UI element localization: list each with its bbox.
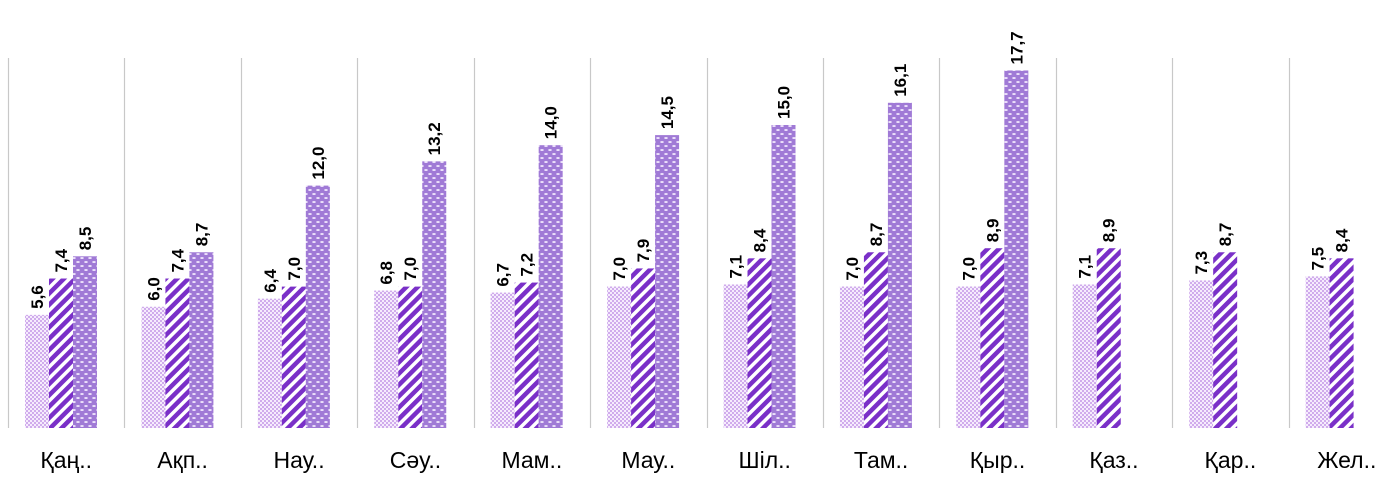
bar-s2-6 <box>747 258 772 428</box>
data-label: 8,7 <box>867 223 886 247</box>
bar-s2-3 <box>398 286 423 428</box>
data-label: 14,5 <box>658 96 677 129</box>
bar-s2-4 <box>514 282 539 428</box>
bar-s3-3 <box>422 161 447 429</box>
bar-s3-6 <box>771 125 796 428</box>
data-label: 8,4 <box>751 228 770 252</box>
x-tick-label: Қар.. <box>1204 447 1256 473</box>
data-label: 7,0 <box>401 257 420 281</box>
data-label: 7,3 <box>1192 251 1211 275</box>
data-label: 8,7 <box>192 223 211 247</box>
bar-s1-11 <box>1305 276 1330 428</box>
bar-s2-0 <box>49 278 73 428</box>
bar-s2-8 <box>980 248 1005 428</box>
bar-s1-2 <box>257 298 282 428</box>
data-label: 8,4 <box>1333 228 1352 252</box>
bar-s2-1 <box>165 278 190 428</box>
bar-s3-8 <box>1004 70 1029 429</box>
data-label: 7,1 <box>1076 255 1095 279</box>
bar-s2-9 <box>1096 248 1121 428</box>
bar-s2-5 <box>631 268 656 428</box>
data-label: 17,7 <box>1007 31 1026 64</box>
data-label: 8,7 <box>1216 223 1235 247</box>
x-tick-label: Мау.. <box>621 447 675 473</box>
bar-s1-6 <box>723 284 748 428</box>
bar-s3-4 <box>538 145 563 428</box>
data-label: 7,0 <box>959 257 978 281</box>
bar-s3-0 <box>73 256 97 428</box>
data-label: 13,2 <box>425 122 444 155</box>
x-tick-label: Қыр.. <box>970 447 1026 473</box>
bar-s1-3 <box>374 290 399 428</box>
data-label: 5,6 <box>28 285 47 309</box>
bar-s1-4 <box>490 292 515 428</box>
bar-s1-9 <box>1072 284 1097 428</box>
data-label: 7,0 <box>843 257 862 281</box>
x-tick-label: Мам.. <box>501 447 562 473</box>
x-tick-label: Там.. <box>854 447 908 473</box>
data-label: 16,1 <box>891 64 910 97</box>
bar-s2-7 <box>863 252 888 428</box>
x-tick-label: Сәу.. <box>390 447 441 473</box>
data-label: 8,9 <box>1100 219 1119 243</box>
x-tick-label: Ақп.. <box>157 447 208 473</box>
data-label: 7,4 <box>52 248 71 272</box>
bar-s2-2 <box>281 286 306 428</box>
data-label: 6,0 <box>144 277 163 301</box>
bar-s1-8 <box>956 286 981 428</box>
bar-s1-5 <box>607 286 632 428</box>
bar-s1-1 <box>141 306 166 428</box>
data-label: 6,8 <box>377 261 396 285</box>
bar-s3-7 <box>887 102 912 428</box>
data-label: 8,9 <box>983 219 1002 243</box>
data-label: 6,4 <box>261 269 280 293</box>
bar-s1-10 <box>1189 280 1214 428</box>
data-label: 7,1 <box>727 255 746 279</box>
data-label: 6,7 <box>494 263 513 287</box>
data-label: 14,0 <box>542 106 561 139</box>
data-label: 7,5 <box>1309 247 1328 271</box>
bar-s2-11 <box>1329 258 1354 428</box>
data-label: 7,0 <box>610 257 629 281</box>
x-tick-label: Қаң.. <box>40 447 92 473</box>
bar-s1-0 <box>25 314 49 428</box>
bar-s3-5 <box>655 135 680 428</box>
bar-s3-2 <box>305 185 330 428</box>
data-label: 7,2 <box>518 253 537 277</box>
data-label: 8,5 <box>76 227 95 251</box>
x-tick-label: Нау.. <box>273 447 324 473</box>
bar-s1-7 <box>839 286 864 428</box>
x-tick-label: Жел.. <box>1317 447 1376 473</box>
data-label: 7,9 <box>634 239 653 263</box>
data-label: 12,0 <box>309 147 328 180</box>
data-label: 15,0 <box>775 86 794 119</box>
bar-s3-1 <box>189 252 214 428</box>
data-label: 7,0 <box>285 257 304 281</box>
bar-s2-10 <box>1213 252 1238 428</box>
x-tick-label: Қаз.. <box>1089 447 1138 473</box>
data-label: 7,4 <box>168 248 187 272</box>
x-tick-label: Шіл.. <box>739 447 791 473</box>
